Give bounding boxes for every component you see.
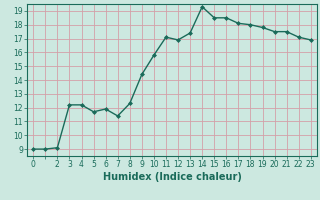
X-axis label: Humidex (Indice chaleur): Humidex (Indice chaleur) bbox=[103, 172, 241, 182]
